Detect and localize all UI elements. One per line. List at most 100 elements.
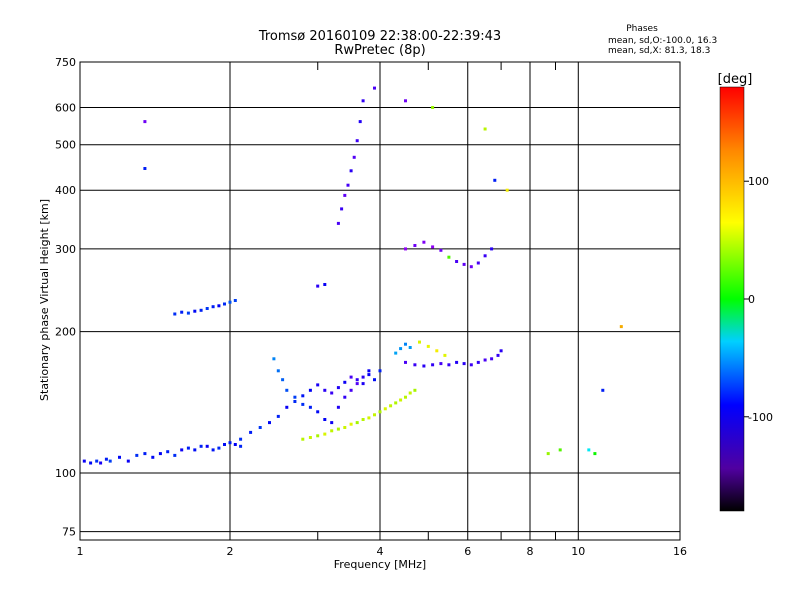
data-point: [435, 349, 439, 353]
x-tick-label: 1: [77, 545, 84, 558]
data-point: [166, 450, 170, 454]
data-point: [476, 360, 480, 364]
colorbar-tick-label: -100: [748, 411, 773, 424]
data-point: [361, 382, 365, 386]
data-point: [499, 349, 503, 353]
data-point: [483, 358, 487, 362]
y-axis-ticks: 75 100 200 300 400 500 600 750: [55, 56, 76, 539]
data-point: [404, 360, 407, 364]
colorbar-label: [deg]: [718, 72, 753, 87]
data-point: [316, 410, 320, 414]
data-point: [330, 421, 334, 425]
data-point: [352, 155, 356, 159]
data-point: [349, 422, 353, 426]
y-tick-label: 100: [55, 467, 76, 480]
y-tick-label: 300: [55, 243, 76, 256]
data-point: [308, 436, 312, 439]
data-point: [373, 86, 376, 90]
data-point: [268, 421, 271, 425]
colorbar-tick-label: 100: [748, 175, 769, 188]
colorbar-ticks: 100 0 -100: [744, 175, 773, 424]
y-tick-label: 75: [62, 526, 76, 539]
data-point: [404, 342, 407, 346]
data-point: [404, 247, 407, 251]
data-point: [228, 441, 232, 445]
data-point: [399, 398, 403, 402]
data-point: [205, 307, 209, 310]
data-point: [383, 407, 387, 411]
x-tick-label: 8: [527, 545, 534, 558]
data-point: [483, 254, 487, 258]
y-tick-label: 500: [55, 139, 76, 152]
data-point: [431, 245, 435, 249]
data-point: [505, 188, 509, 192]
data-point: [601, 388, 605, 392]
data-point: [355, 382, 359, 386]
data-point: [447, 363, 451, 367]
data-point: [439, 248, 443, 252]
data-point: [493, 178, 497, 182]
data-point: [336, 386, 340, 390]
data-point: [361, 418, 365, 421]
data-point: [343, 426, 347, 429]
data-point: [323, 432, 327, 436]
y-axis-label: Stationary phase Virtual Height [km]: [38, 199, 51, 401]
x-axis-ticks: 1 2 4 6 8 10 16: [77, 62, 687, 558]
data-point: [404, 99, 407, 103]
colorbar-tick-label: 0: [748, 293, 755, 306]
data-point: [343, 380, 347, 384]
stats-line-x: mean, sd,X: 81.3, 18.3: [608, 46, 710, 56]
data-point: [285, 405, 289, 409]
data-point: [394, 401, 398, 405]
data-point: [490, 247, 494, 251]
data-point: [143, 167, 147, 170]
data-point: [316, 383, 320, 387]
data-point: [378, 369, 382, 373]
data-point: [199, 308, 203, 312]
data-point: [308, 388, 312, 392]
data-point: [323, 283, 327, 286]
data-point: [455, 360, 459, 364]
data-point: [285, 388, 289, 392]
data-point: [316, 284, 320, 288]
data-point: [413, 363, 417, 367]
data-point: [82, 459, 86, 463]
data-point: [462, 262, 466, 266]
data-point: [476, 261, 480, 265]
data-point: [355, 139, 359, 143]
data-point: [173, 312, 177, 316]
data-point: [135, 453, 139, 457]
data-point: [239, 444, 243, 448]
data-point: [336, 427, 340, 431]
data-point: [217, 446, 221, 450]
data-point: [426, 344, 430, 348]
data-point: [180, 448, 184, 452]
chart-subtitle: RwPretec (8p): [334, 43, 425, 58]
colorbar: [719, 86, 745, 512]
data-point: [199, 444, 203, 448]
data-point: [349, 375, 353, 379]
data-point: [413, 388, 417, 392]
data-point: [217, 304, 221, 308]
data-point: [496, 353, 500, 357]
data-point: [158, 452, 162, 456]
data-point: [361, 99, 365, 103]
x-tick-label: 16: [673, 545, 687, 558]
data-point: [258, 426, 262, 429]
data-point: [301, 437, 305, 441]
data-point: [193, 309, 197, 313]
data-point: [431, 106, 435, 109]
data-point: [469, 265, 473, 269]
data-point: [431, 363, 435, 367]
data-point: [490, 357, 494, 361]
data-point: [619, 325, 623, 329]
data-point: [223, 302, 226, 306]
data-point: [422, 364, 426, 368]
data-point: [422, 240, 426, 244]
x-tick-label: 4: [377, 545, 384, 558]
data-point: [180, 310, 184, 314]
data-point: [447, 255, 451, 259]
data-point: [126, 459, 130, 463]
data-point: [308, 405, 312, 409]
data-point: [389, 404, 393, 408]
